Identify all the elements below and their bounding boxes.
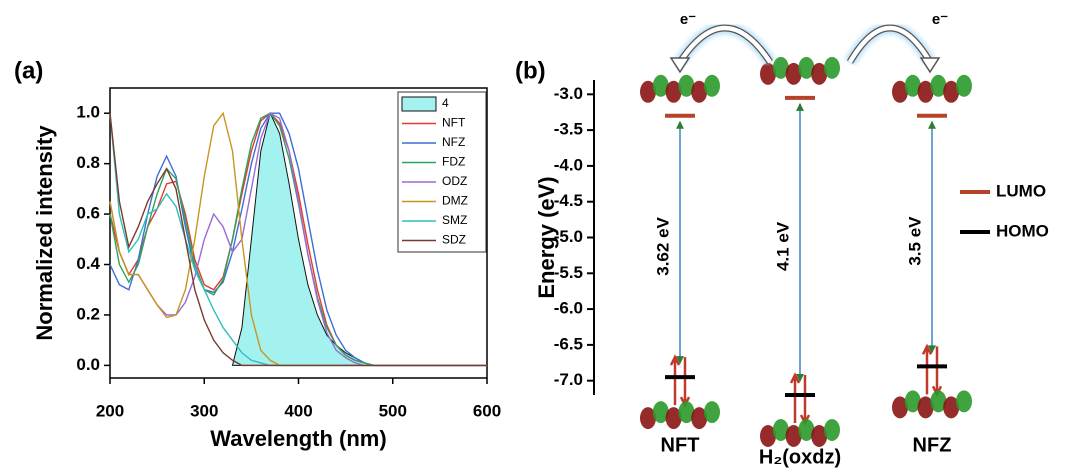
legend-box [397,91,487,253]
orbital-lobe [892,80,908,103]
orbital-lobe [811,425,828,447]
orbital-lobe [652,74,669,97]
line [109,113,487,367]
orbital-lobe [652,401,669,424]
legend-label: NFT [442,116,466,130]
orbital-lobe [640,80,656,103]
orbital-lobe [772,56,789,79]
arrow-head [796,102,804,111]
y-tick-label: 0.4 [76,254,100,273]
orbital-lobe [956,390,972,413]
gap-label: 3.62 eV [653,216,672,275]
electron-label: e⁻ [932,11,948,28]
orbital-lobe [678,401,695,424]
category-label: H₂(oxdz) [759,446,841,468]
transfer-arrow [848,25,932,64]
orbital-lobe [930,390,947,413]
legend-label: LUMO [996,181,1046,200]
panel-label: (a) [14,57,43,84]
y-tick-label: 0.2 [76,304,100,323]
panel-label: (b) [515,57,546,84]
y-axis-label: Energy (eV) [534,176,559,298]
x-tick-label: 200 [96,401,124,420]
y-tick-label: -6.0 [554,299,583,318]
orbital-lobe [917,80,934,103]
arrow-head [919,57,941,74]
orbital-lobe [892,396,908,419]
y-tick-label: -7.0 [554,370,583,389]
y-tick-label: -5.0 [554,227,583,246]
category-label: NFT [661,434,700,456]
spin-arrows [789,372,811,426]
y-tick-label: 0.0 [76,355,100,374]
gap-label: 3.5 eV [905,216,924,266]
orbital-lobe [691,80,708,103]
orbital-lobe [930,74,947,97]
orbital-lobe [704,401,720,424]
legend-label: DMZ [442,194,468,208]
orbital-lobe [785,62,802,85]
orbital-lobe [824,56,840,79]
line [109,112,487,367]
legend-label: HOMO [996,221,1049,240]
orbital-lobe [704,74,720,97]
orbital-lobe [691,407,708,430]
orbital-lobe [665,80,682,103]
legend-label: 4 [442,96,449,110]
arrow-head [928,345,936,354]
x-tick-label: 500 [379,401,407,420]
orbital-lobe [772,419,789,441]
arrow-head [676,120,684,129]
orbital-lobe [917,396,934,419]
y-tick-label: -6.5 [554,334,583,353]
y-tick-label: 0.8 [76,153,100,172]
y-tick-label: 1.0 [76,103,100,122]
arrow-head [676,356,684,365]
legend-label: FDZ [442,155,465,169]
arrow-head [796,374,804,382]
gap-label: 4.1 eV [773,221,792,271]
spin-arrows [921,343,943,398]
y-tick-label: -3.5 [554,120,583,139]
transfer-arrow [678,25,772,64]
legend-swatch [401,96,437,112]
orbital-lobe [811,62,828,85]
orbital-lobe [956,74,972,97]
orbital-lobe [904,390,921,413]
orbital-lobe [785,425,802,447]
orbital-lobe [798,56,815,79]
legend-label: ODZ [442,174,467,188]
orbital-lobe [943,80,960,103]
x-tick-label: 600 [473,401,501,420]
spin-arrows [669,354,691,408]
orbital-lobe [665,407,682,430]
x-tick-label: 300 [190,401,218,420]
y-tick-label: 0.6 [76,204,100,223]
y-tick-label: -5.5 [554,263,583,282]
legend-label: NFZ [442,135,465,149]
y-tick-label: -4.0 [554,155,583,174]
orbital-lobe [640,407,656,430]
orbital-lobe [943,396,960,419]
line [109,112,487,367]
category-label: NFZ [913,434,952,456]
x-axis-label: Wavelength (nm) [210,426,386,451]
orbital-lobe [824,419,840,441]
arrow-head [928,120,936,129]
orbital-lobe [904,74,921,97]
orbital-lobe [798,419,815,441]
orbital-lobe [678,74,695,97]
electron-label: e⁻ [680,11,696,28]
y-tick-label: -3.0 [554,84,583,103]
orbital-lobe [760,62,776,85]
orbital-lobe [760,425,776,447]
legend-label: SMZ [442,213,467,227]
legend-label: SDZ [442,233,466,247]
x-tick-label: 400 [284,401,312,420]
y-axis-label: Normalized intensity [32,125,57,341]
y-tick-label: -4.5 [554,191,583,210]
arrow-head [669,57,691,74]
